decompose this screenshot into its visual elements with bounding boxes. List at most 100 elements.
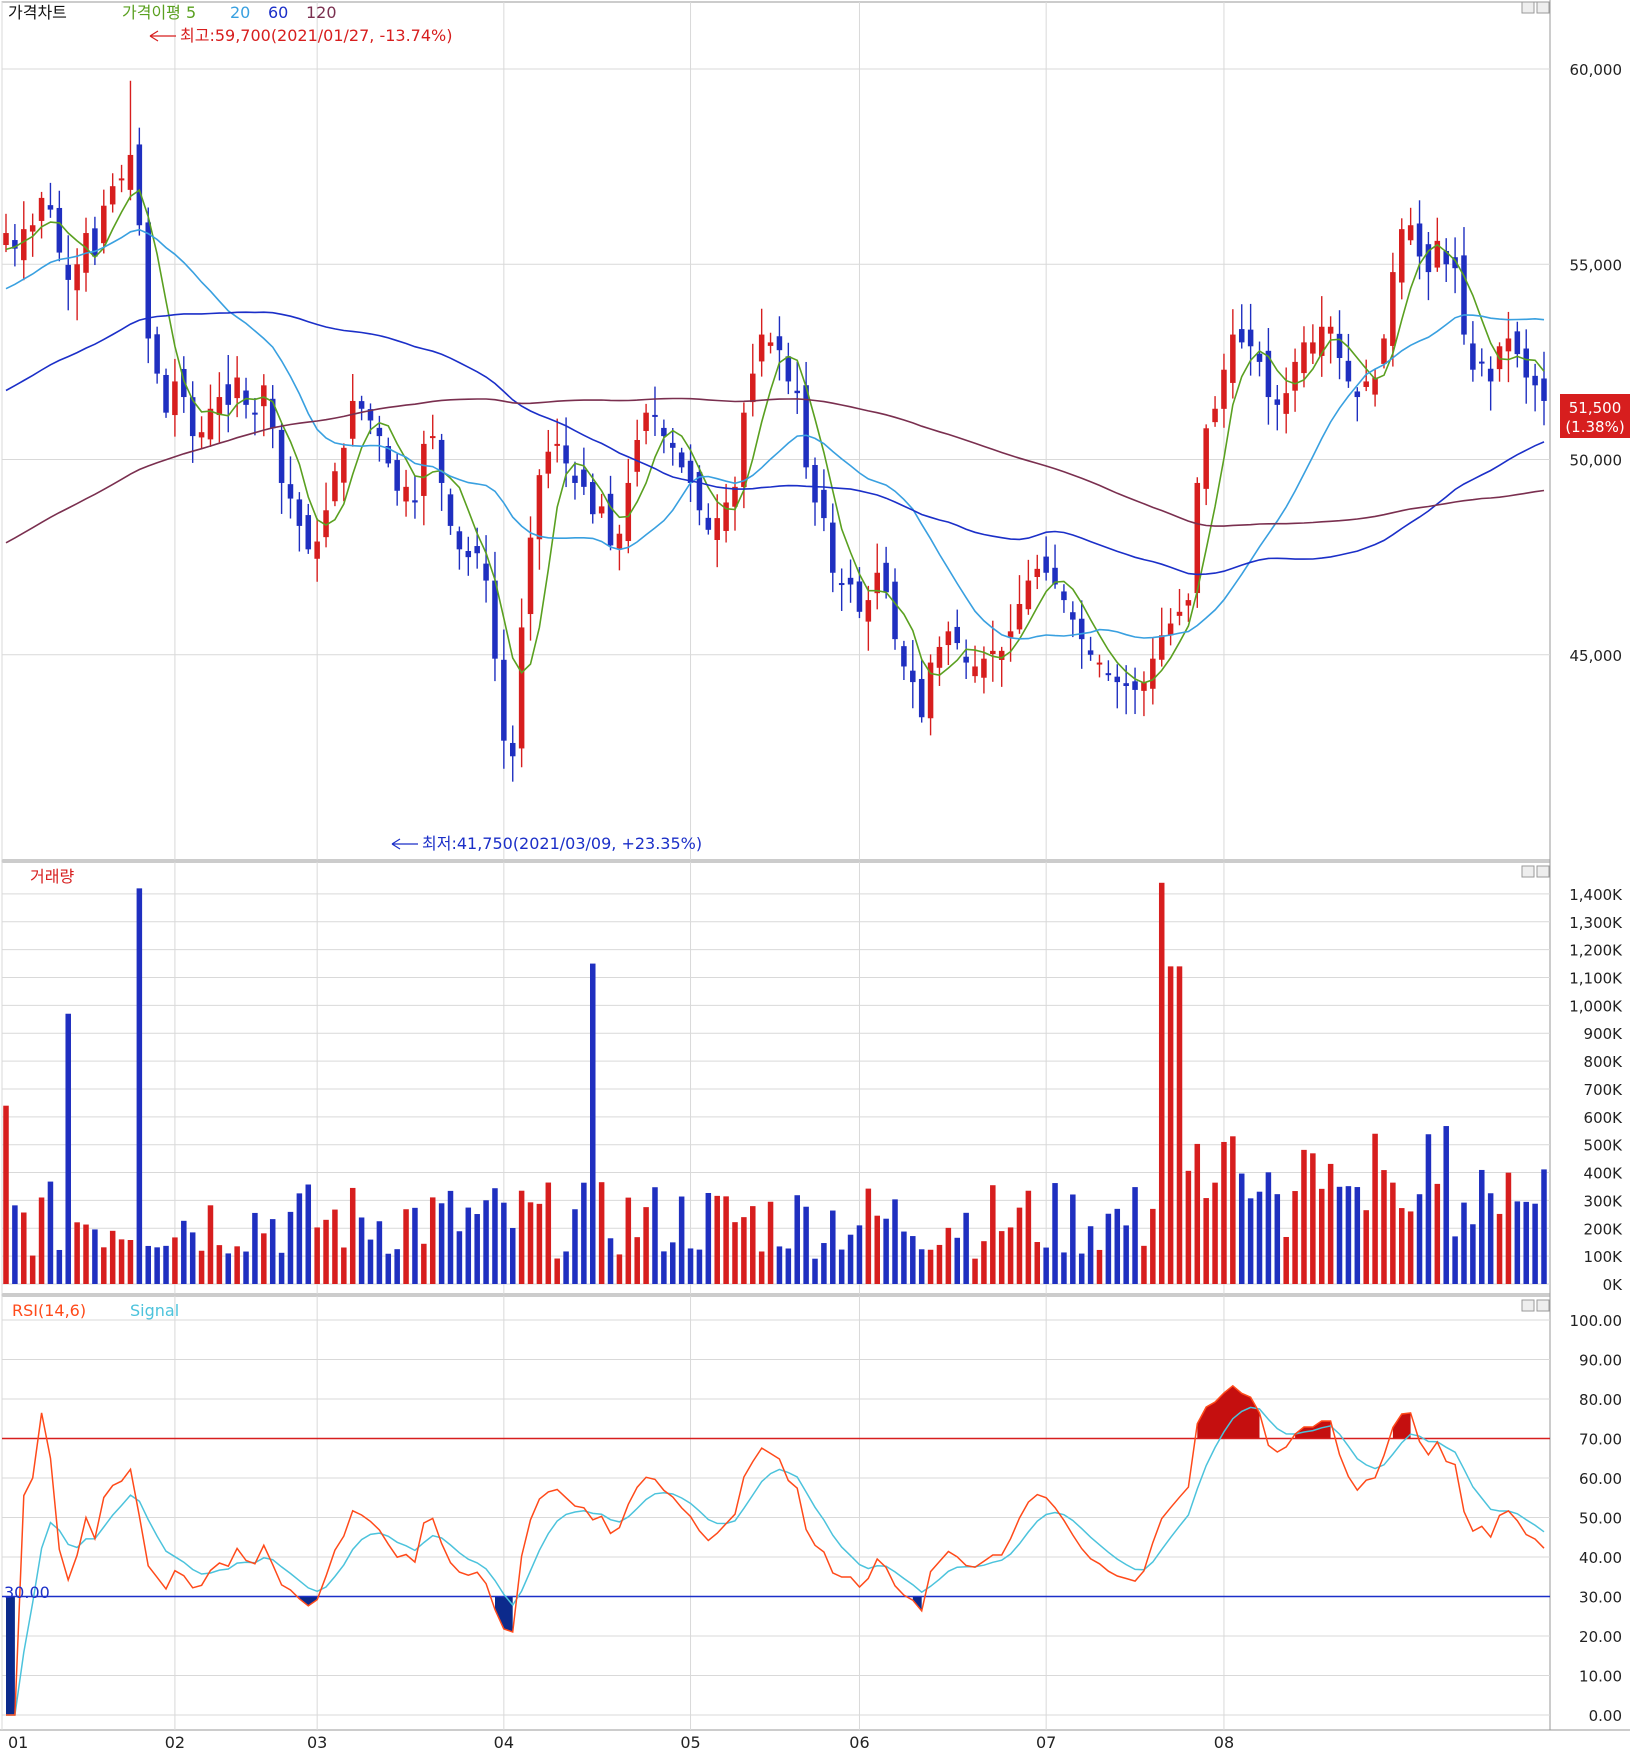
candle-body (883, 562, 889, 593)
volume-bar (1025, 1190, 1032, 1284)
candle-body (661, 427, 667, 437)
candle-body (216, 397, 223, 416)
rsi-level-label: 30.00 (4, 1583, 50, 1602)
volume-bar (1123, 1225, 1129, 1284)
rsi-panel-buttons[interactable] (1521, 1299, 1550, 1312)
volume-bar (1247, 1198, 1254, 1284)
volume-bar (465, 1207, 472, 1284)
candle-body (394, 460, 400, 491)
volume-bar (1416, 1194, 1423, 1284)
candle-body (269, 398, 276, 429)
volume-bar (803, 1206, 809, 1284)
candle-body (1096, 662, 1103, 665)
candle-body (1541, 378, 1547, 401)
price-minimize-button[interactable] (1521, 1, 1535, 14)
volume-bar (1434, 1183, 1441, 1284)
candle-body (670, 442, 676, 448)
candle-body (189, 397, 196, 437)
rsi-tick-label: 50.00 (1579, 1510, 1622, 1528)
volume-bar (474, 1214, 480, 1284)
volume-bar (136, 888, 143, 1284)
volume-bar (598, 1182, 605, 1284)
candle-body (1407, 225, 1414, 241)
legend-ma20: 20 (230, 3, 250, 22)
rsi-legend[interactable]: RSI(14,6) Signal (12, 1301, 179, 1320)
price-panel (1, 1, 1551, 861)
ma120-line (5, 397, 1545, 544)
rsi-tick-label: 20.00 (1579, 1628, 1622, 1646)
volume-bar (421, 1243, 427, 1284)
volume-bar (412, 1207, 418, 1284)
candle-body (101, 205, 107, 244)
volume-tick-label: 1,100K (1569, 970, 1623, 988)
candle-body (1310, 342, 1316, 354)
rsi-oversold-fill (495, 1596, 513, 1632)
volume-bar (243, 1251, 249, 1284)
candle-body (56, 207, 63, 253)
volume-bar (1016, 1207, 1023, 1284)
rsi-close-button[interactable] (1536, 1299, 1550, 1312)
legend-rsi: RSI(14,6) (12, 1301, 86, 1320)
candle-body (945, 631, 952, 646)
volume-bar (1461, 1202, 1467, 1284)
candle-body (376, 427, 383, 437)
candle-body (794, 390, 800, 394)
candle-body (118, 178, 125, 181)
price-panel-buttons[interactable] (1521, 1, 1550, 14)
volume-bar (527, 1202, 534, 1284)
candle-body (109, 186, 116, 205)
ma20-line (5, 228, 1545, 640)
volume-bar (1132, 1187, 1138, 1284)
candle-body (1158, 635, 1165, 660)
volume-bar (936, 1244, 943, 1284)
candle-body (225, 384, 232, 405)
candle-body (563, 445, 569, 464)
volume-legend[interactable]: 거래량 (30, 867, 74, 886)
candle-body (776, 336, 783, 351)
rsi-panel (1, 1295, 1551, 1731)
volume-bar (1292, 1191, 1298, 1284)
price-legend[interactable]: 가격차트 가격이평 5 20 60 120 (8, 3, 337, 22)
volume-bar (643, 1207, 649, 1284)
volume-bar (1381, 1170, 1387, 1284)
volume-bar (323, 1219, 329, 1284)
price-close-button[interactable] (1536, 1, 1550, 14)
candle-body (1283, 393, 1289, 414)
volume-bar (572, 1209, 578, 1284)
grid-layer (1, 2, 1550, 1730)
candle-body (438, 439, 445, 483)
candle-body (181, 368, 187, 398)
candle-body (1007, 631, 1014, 638)
rsi-tick-label: 100.00 (1570, 1312, 1623, 1330)
rsi-line (6, 1384, 1545, 1716)
candle-body (758, 334, 765, 362)
volume-bar (1390, 1182, 1396, 1284)
volume-bar (652, 1187, 658, 1284)
volume-bar (1043, 1247, 1049, 1284)
candle-body (910, 670, 916, 683)
volume-minimize-button[interactable] (1521, 865, 1535, 878)
candle-body (305, 515, 312, 550)
candle-body (1141, 682, 1147, 691)
volume-bar (1363, 1210, 1369, 1284)
candle-body (589, 482, 596, 515)
volume-close-button[interactable] (1536, 865, 1550, 878)
candle-body (349, 400, 356, 439)
volume-tick-label: 1,400K (1569, 886, 1623, 904)
volume-bar (794, 1195, 800, 1284)
candle-body (1025, 580, 1032, 610)
volume-bar (47, 1181, 54, 1284)
volume-bar (1532, 1203, 1538, 1284)
volume-bar (198, 1250, 205, 1284)
rsi-minimize-button[interactable] (1521, 1299, 1535, 1312)
volume-bar (109, 1230, 116, 1284)
candle-body (936, 646, 943, 668)
volume-bar (154, 1247, 160, 1284)
candle-body (412, 500, 418, 503)
candle-body (821, 489, 827, 519)
volume-bar (1443, 1126, 1449, 1284)
candle-body (545, 451, 552, 474)
volume-panel-buttons[interactable] (1521, 865, 1550, 878)
candle-body (856, 581, 863, 612)
candle-body (74, 264, 80, 291)
